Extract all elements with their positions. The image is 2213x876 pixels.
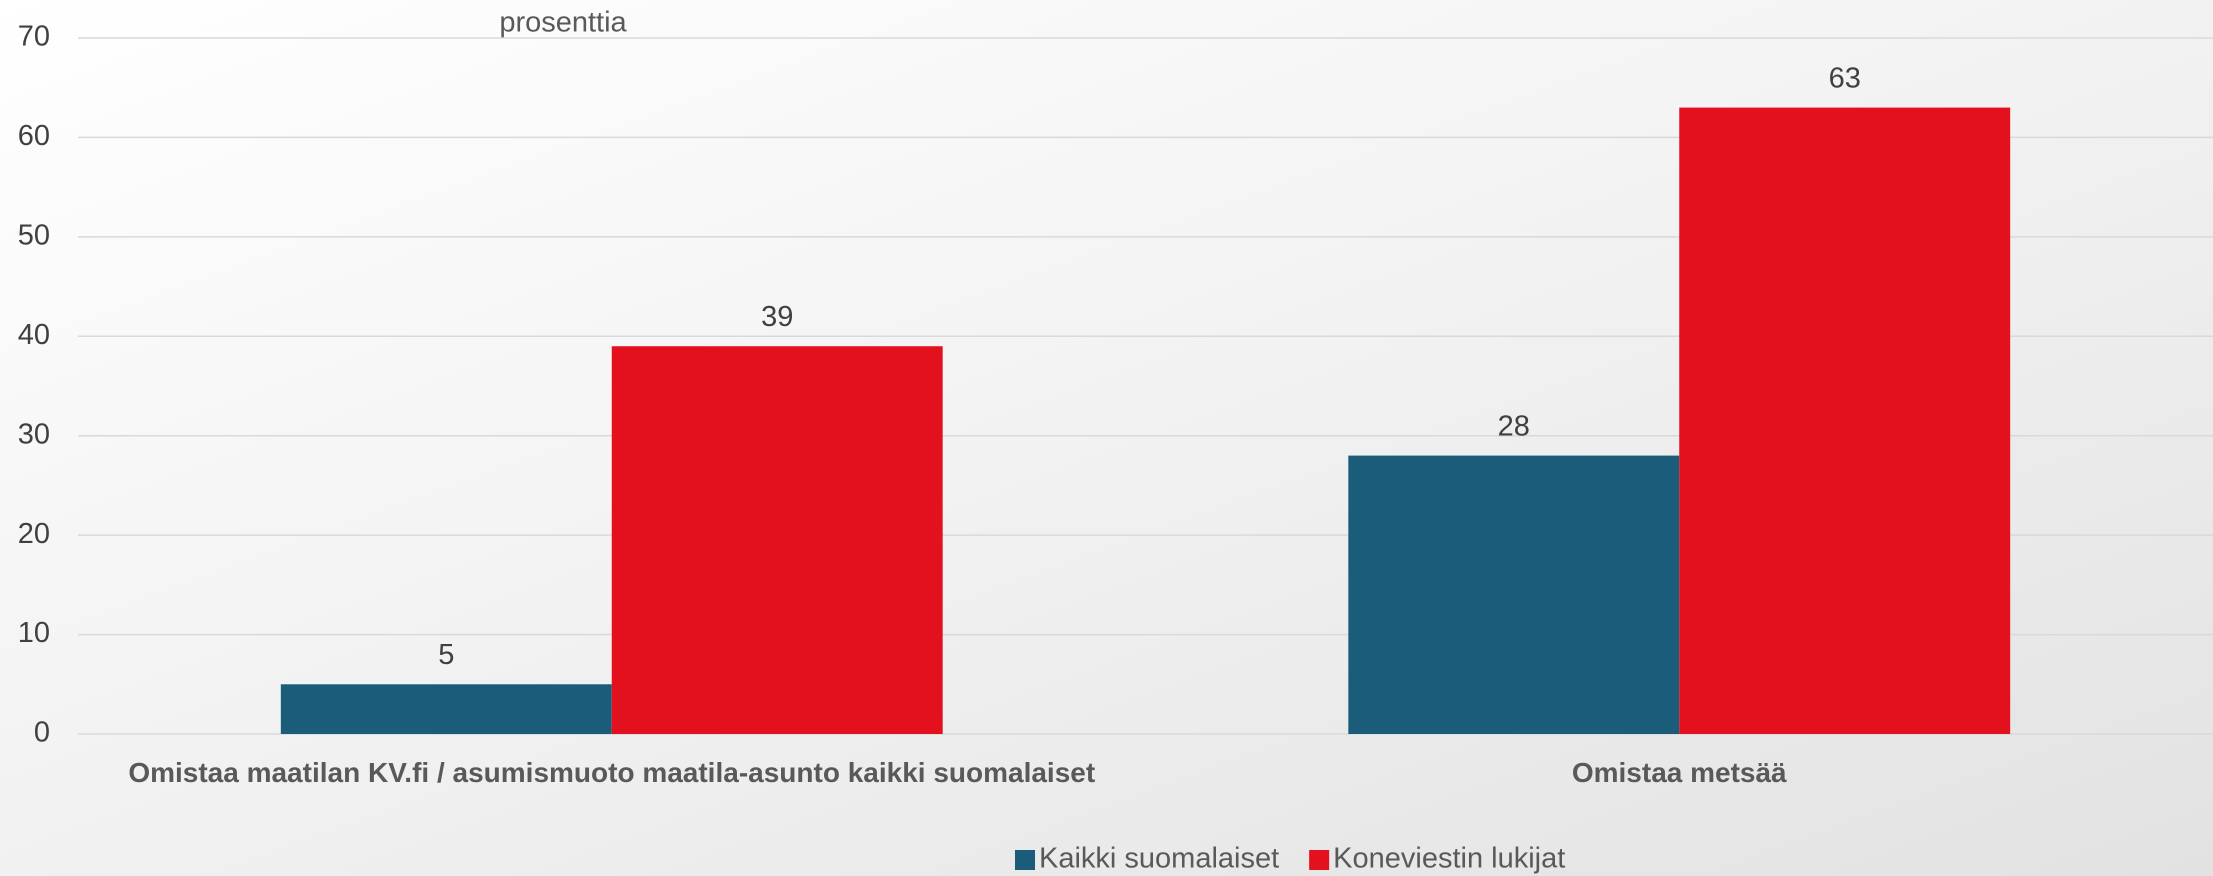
y-tick-label: 70 — [18, 21, 50, 53]
y-tick-label: 20 — [18, 518, 50, 550]
legend-label: Koneviestin lukijat — [1333, 843, 1565, 875]
legend-swatch — [1309, 850, 1330, 870]
y-tick-label: 50 — [18, 220, 50, 252]
data-label: 28 — [1498, 410, 1530, 442]
bar — [1348, 455, 1680, 734]
bar — [1679, 107, 2011, 735]
y-tick-label: 10 — [18, 617, 50, 649]
bar — [280, 684, 612, 734]
data-label: 5 — [438, 639, 454, 671]
x-tick-label: Omistaa maatilan KV.fi / asumismuoto maa… — [128, 757, 1096, 788]
y-tick-label: 30 — [18, 418, 50, 450]
y-tick-label: 0 — [34, 717, 50, 749]
data-label: 39 — [761, 301, 793, 333]
legend-swatch — [1015, 850, 1035, 870]
data-label: 63 — [1829, 62, 1861, 94]
y-tick-label: 60 — [18, 120, 50, 152]
x-tick-label: Omistaa metsää — [1571, 757, 1787, 788]
axis-unit-label: prosenttia — [499, 7, 627, 39]
legend-label: Kaikki suomalaiset — [1039, 843, 1279, 875]
y-tick-label: 40 — [18, 319, 50, 351]
bar — [611, 346, 943, 734]
